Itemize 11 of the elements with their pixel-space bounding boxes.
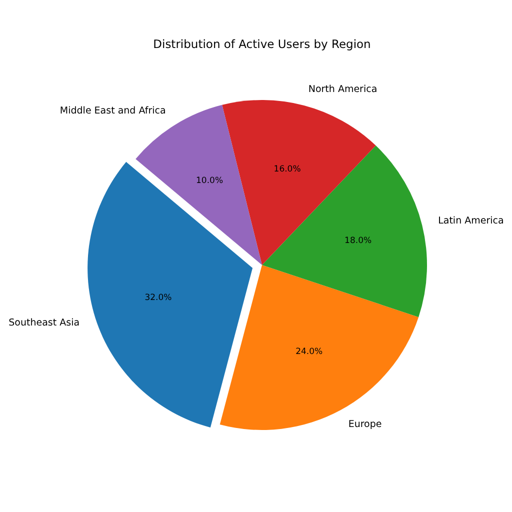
slice-label: Middle East and Africa xyxy=(60,106,166,117)
slice-label: Latin America xyxy=(438,216,504,227)
data-label: 10.0% xyxy=(196,176,224,186)
data-label: 24.0% xyxy=(296,347,323,358)
slice-label: North America xyxy=(308,84,378,96)
chart-title: Distribution of Active Users by Region xyxy=(153,37,371,51)
data-label: 32.0% xyxy=(144,292,172,303)
data-label: 18.0% xyxy=(344,236,372,246)
slice-label: Europe xyxy=(348,419,382,430)
data-label: 16.0% xyxy=(274,164,301,174)
slice-label: Southeast Asia xyxy=(8,317,80,328)
